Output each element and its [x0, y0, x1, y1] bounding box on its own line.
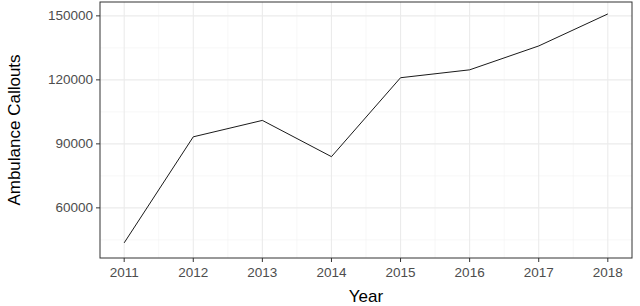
x-tick [193, 258, 194, 262]
grid-line [607, 2, 608, 258]
x-tick-label: 2015 [386, 265, 416, 280]
grid-line [100, 207, 632, 208]
y-tick [96, 207, 100, 208]
grid-line [331, 2, 332, 258]
panel [100, 2, 632, 258]
x-tick [331, 258, 332, 262]
grid-line [100, 15, 632, 16]
panel-border [100, 2, 632, 258]
data-line [124, 14, 608, 243]
x-tick [607, 258, 608, 262]
x-tick-label: 2014 [316, 265, 347, 280]
y-tick-label: 90000 [55, 136, 93, 151]
y-tick [96, 143, 100, 144]
x-tick [262, 258, 263, 262]
x-tick-label: 2016 [455, 265, 485, 280]
x-tick [400, 258, 401, 262]
x-tick [538, 258, 539, 262]
x-tick-label: 2017 [524, 265, 554, 280]
y-tick-label: 120000 [48, 72, 93, 87]
minor-grid [504, 2, 505, 258]
x-tick-label: 2011 [110, 265, 139, 280]
grid-line [538, 2, 539, 258]
grid-line [100, 79, 632, 80]
grid-line [400, 2, 401, 258]
x-tick [469, 258, 470, 262]
grid-line [124, 2, 125, 258]
grid-line [469, 2, 470, 258]
x-tick [124, 258, 125, 262]
minor-grid [573, 2, 574, 258]
chart: 60000 90000 120000 150000 2011 2012 2013 2014 20… [0, 0, 640, 306]
grid-line [100, 143, 632, 144]
y-tick [96, 79, 100, 80]
x-axis-title: Year [349, 287, 384, 306]
y-tick [96, 15, 100, 16]
minor-grid [227, 2, 228, 258]
y-axis-title: Ambulance Callouts [5, 54, 24, 205]
x-tick-label: 2018 [593, 265, 623, 280]
y-tick-label: 150000 [48, 8, 93, 23]
minor-grid [158, 2, 159, 258]
minor-grid [435, 2, 436, 258]
minor-grid [296, 2, 297, 258]
x-tick-label: 2013 [247, 265, 277, 280]
minor-grid [366, 2, 367, 258]
grid-line [193, 2, 194, 258]
y-tick-label: 60000 [55, 200, 93, 215]
x-tick-label: 2012 [178, 265, 208, 280]
grid-line [262, 2, 263, 258]
plot-area [124, 14, 608, 243]
